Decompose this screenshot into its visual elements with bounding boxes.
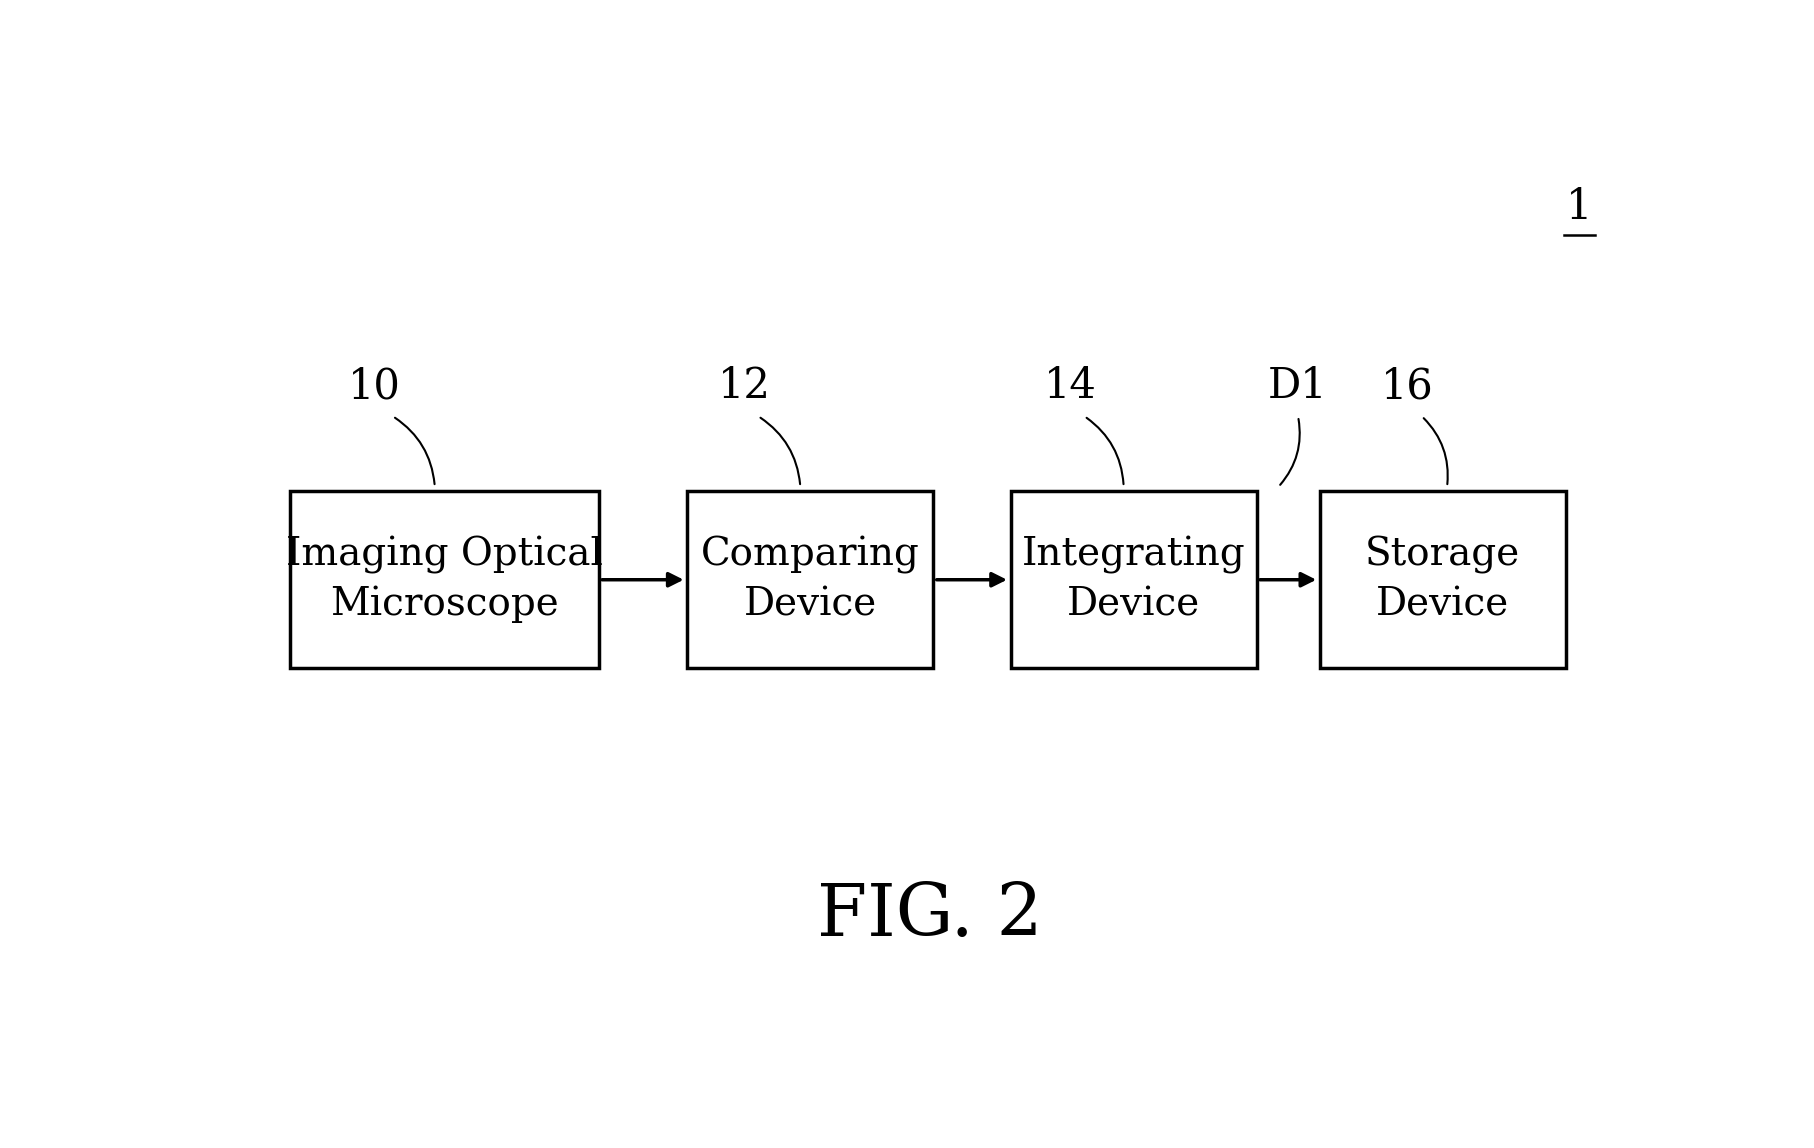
Bar [1010,491,1257,668]
Text: Comparing
Device: Comparing Device [700,536,920,623]
Text: 12: 12 [718,365,771,408]
Text: Storage
Device: Storage Device [1366,536,1520,623]
Bar [290,491,599,668]
Bar [688,491,932,668]
Text: D1: D1 [1268,365,1328,408]
Text: 1: 1 [1565,186,1593,228]
Text: Integrating
Device: Integrating Device [1021,536,1246,623]
Text: 10: 10 [348,365,401,408]
Text: 16: 16 [1380,365,1435,408]
Text: Imaging Optical
Microscope: Imaging Optical Microscope [287,536,602,623]
Bar [1321,491,1565,668]
Text: FIG. 2: FIG. 2 [816,881,1043,951]
Text: 14: 14 [1043,365,1097,408]
